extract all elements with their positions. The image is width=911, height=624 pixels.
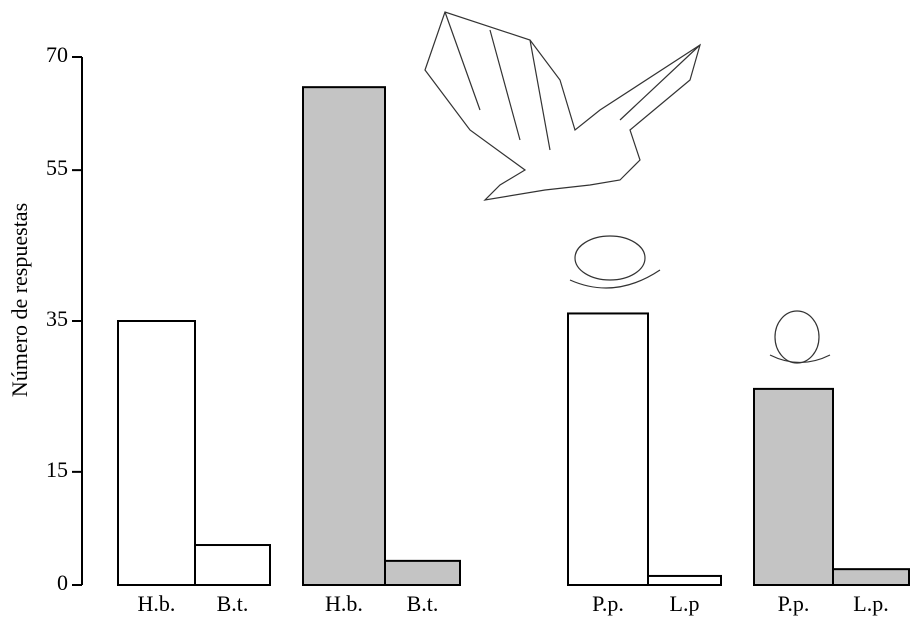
x-tick-label: L.p: [670, 591, 700, 616]
bar: [832, 568, 910, 586]
y-tick-label: 55: [46, 155, 68, 180]
bar: [194, 544, 271, 586]
bar: [567, 312, 649, 586]
x-tick-label: P.p.: [592, 591, 624, 616]
y-tick-label: 15: [46, 457, 68, 482]
bat-illustration: [424, 11, 702, 201]
y-tick-label: 0: [57, 570, 68, 595]
x-tick-label: P.p.: [778, 591, 810, 616]
bar: [117, 320, 196, 586]
x-tick-label: L.p.: [853, 591, 888, 616]
frog-illustration: [569, 235, 831, 364]
y-tick-label: 35: [46, 306, 68, 331]
x-tick-label: B.t.: [407, 591, 439, 616]
x-tick-label: H.b.: [138, 591, 176, 616]
bar: [302, 86, 386, 587]
x-tick-label: H.b.: [325, 591, 363, 616]
x-tick-label: B.t.: [217, 591, 249, 616]
bar: [384, 559, 461, 586]
bar: [647, 574, 722, 586]
y-axis-label: Número de respuestas: [7, 203, 32, 397]
bar: [753, 387, 834, 586]
y-tick-label: 70: [46, 42, 68, 67]
